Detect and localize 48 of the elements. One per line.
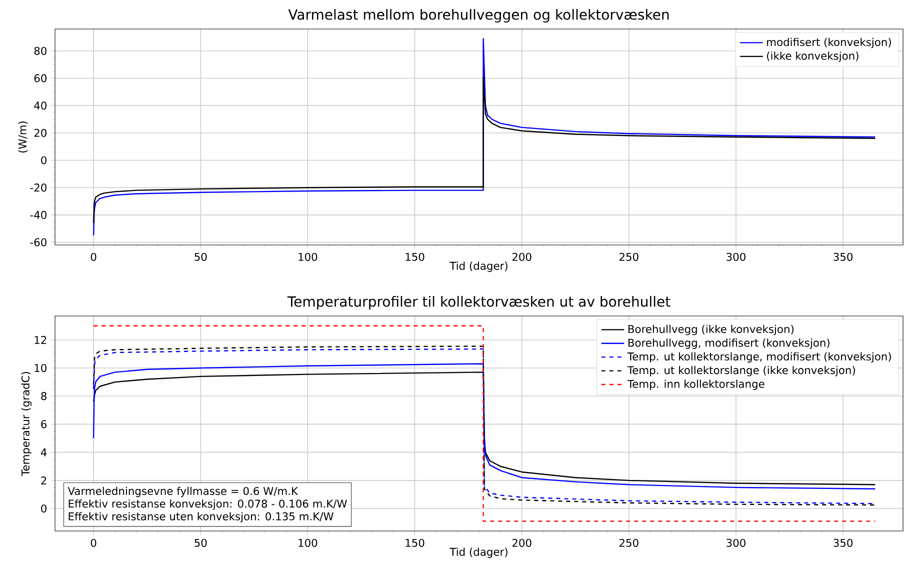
x-tick-label: 300: [726, 538, 746, 547]
y-tick-label: 0: [41, 156, 46, 164]
annotation: Effektiv resistanse uten konveksjon: 0.135 m.K/W: [68, 512, 334, 522]
y-tick-label: 20: [34, 128, 46, 137]
x-tick-label: 150: [406, 252, 424, 261]
x-tick-label: 250: [619, 538, 638, 547]
chart-title: Varmelast mellom borehullveggen og kollektorvæsken: [288, 8, 669, 23]
x-axis-title: Tid (dager): [450, 548, 508, 558]
y-tick-label: 80: [34, 46, 46, 55]
y-tick-label: 12: [34, 336, 46, 344]
x-tick-label: 100: [298, 538, 318, 547]
y-tick-label: -40: [30, 210, 46, 219]
y-tick-label: 0: [41, 504, 46, 513]
y-tick-label: -20: [30, 184, 46, 192]
x-tick-label: 50: [194, 538, 207, 547]
chart-title: Temperaturprofiler til kollektorvæsken ut av borehullet: [287, 296, 670, 310]
y-tick-label: 8: [41, 392, 46, 400]
x-tick-label: 300: [726, 252, 746, 261]
x-tick-label: 50: [194, 252, 207, 261]
legend-label: Temp. ut kollektorslange, modifisert (konveksjon): [627, 352, 891, 363]
legend-label: (ikke konveksjon): [767, 52, 858, 62]
y-tick-label: -60: [30, 238, 46, 246]
line-series: [92, 76, 876, 224]
y-tick-label: 10: [34, 364, 46, 372]
x-tick-label: 150: [406, 538, 424, 547]
y-tick-label: 2: [41, 476, 46, 484]
x-tick-label: 350: [834, 538, 853, 547]
annotation: Effektiv resistanse konveksjon: 0.078 - 0.106 m.K/W: [68, 499, 347, 510]
legend-label: Temp. ut kollektorslange (ikke konveksjon): [627, 366, 855, 376]
x-tick-label: 0: [90, 538, 96, 547]
annotation: Varmeledningsevne fyllmasse = 0.6 W/m.K: [68, 486, 298, 498]
y-tick-label: 4: [40, 448, 47, 456]
y-tick-label: 6: [41, 420, 46, 428]
y-tick-label: 40: [34, 102, 46, 110]
x-tick-label: 200: [512, 252, 532, 261]
x-axis-title: Tid (dager): [450, 262, 508, 272]
x-tick-label: 200: [512, 538, 532, 547]
legend-label: Borehullvegg (ikke konveksjon): [628, 324, 794, 336]
x-tick-label: 350: [834, 252, 853, 261]
x-tick-label: 0: [90, 252, 96, 261]
x-tick-label: 250: [619, 252, 638, 261]
legend-label: modifisert (konveksjon): [767, 38, 891, 48]
legend-label: Borehullvegg, modifisert (konveksjon): [628, 338, 830, 349]
x-tick-label: 100: [298, 252, 318, 261]
legend-label: Temp. inn kollektorslange: [627, 380, 764, 390]
y-axis-title: (W/m): [18, 122, 28, 153]
y-tick-label: 60: [34, 74, 46, 82]
y-axis-title: Temperatur (gradC): [21, 372, 32, 476]
